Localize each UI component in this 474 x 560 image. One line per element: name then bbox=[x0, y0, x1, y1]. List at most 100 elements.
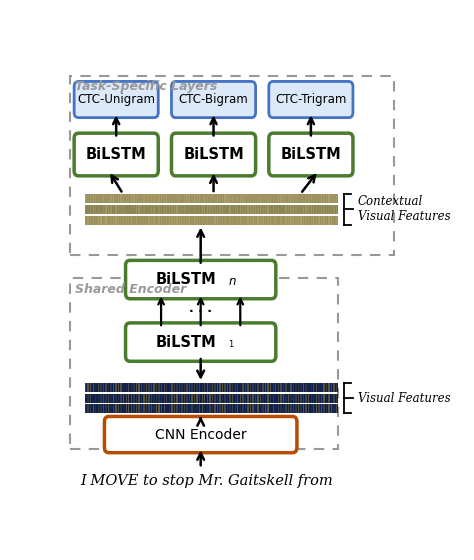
Bar bbox=[278, 394, 279, 403]
Bar bbox=[247, 216, 248, 225]
Bar bbox=[270, 383, 272, 392]
Bar bbox=[199, 383, 201, 392]
Bar bbox=[120, 383, 122, 392]
Bar bbox=[95, 216, 97, 225]
Bar bbox=[308, 404, 310, 413]
Bar bbox=[194, 404, 195, 413]
Text: CTC-Bigram: CTC-Bigram bbox=[179, 93, 248, 106]
Bar bbox=[232, 205, 233, 214]
Bar bbox=[141, 383, 142, 392]
Bar bbox=[310, 383, 312, 392]
Bar bbox=[103, 216, 104, 225]
Bar bbox=[328, 216, 330, 225]
Bar bbox=[303, 205, 304, 214]
Bar bbox=[280, 394, 282, 403]
Bar bbox=[212, 216, 213, 225]
Bar bbox=[227, 404, 228, 413]
Bar bbox=[229, 383, 231, 392]
Bar bbox=[217, 205, 218, 214]
Bar bbox=[156, 404, 157, 413]
Bar bbox=[138, 205, 139, 214]
Bar bbox=[260, 404, 261, 413]
Bar bbox=[197, 194, 198, 203]
Bar bbox=[255, 383, 256, 392]
Bar bbox=[199, 404, 201, 413]
Bar bbox=[290, 394, 292, 403]
Bar bbox=[229, 394, 231, 403]
Bar bbox=[161, 383, 163, 392]
Bar bbox=[158, 205, 160, 214]
Bar bbox=[184, 216, 185, 225]
Bar bbox=[88, 383, 89, 392]
Bar bbox=[154, 216, 155, 225]
Bar bbox=[95, 383, 97, 392]
Bar bbox=[303, 216, 304, 225]
Bar bbox=[252, 216, 254, 225]
Bar bbox=[194, 216, 195, 225]
Bar bbox=[308, 205, 310, 214]
Bar bbox=[242, 205, 244, 214]
Bar bbox=[123, 404, 124, 413]
Bar bbox=[313, 216, 314, 225]
Bar bbox=[336, 404, 337, 413]
Bar bbox=[318, 383, 319, 392]
Bar bbox=[88, 205, 89, 214]
Bar bbox=[217, 194, 218, 203]
Bar bbox=[194, 383, 195, 392]
Bar bbox=[171, 394, 173, 403]
Bar bbox=[156, 194, 157, 203]
Bar bbox=[131, 404, 132, 413]
Bar bbox=[295, 216, 297, 225]
Bar bbox=[247, 383, 248, 392]
Bar bbox=[161, 394, 163, 403]
Text: . . .: . . . bbox=[189, 302, 212, 315]
Bar bbox=[131, 194, 132, 203]
Bar bbox=[85, 383, 86, 392]
Bar bbox=[197, 394, 198, 403]
Bar bbox=[115, 404, 117, 413]
Bar bbox=[131, 216, 132, 225]
Bar bbox=[146, 216, 147, 225]
Bar bbox=[181, 216, 182, 225]
Bar bbox=[245, 216, 246, 225]
Bar bbox=[186, 205, 188, 214]
Bar bbox=[186, 194, 188, 203]
Bar bbox=[113, 216, 114, 225]
Bar bbox=[88, 394, 89, 403]
Bar bbox=[85, 404, 338, 413]
Bar bbox=[158, 383, 160, 392]
Bar bbox=[328, 394, 330, 403]
Bar bbox=[113, 383, 114, 392]
Bar bbox=[161, 216, 163, 225]
Bar bbox=[113, 404, 114, 413]
Bar bbox=[126, 394, 127, 403]
Bar bbox=[123, 194, 124, 203]
Bar bbox=[229, 205, 231, 214]
Bar bbox=[151, 404, 152, 413]
Bar bbox=[295, 383, 297, 392]
Bar bbox=[212, 383, 213, 392]
Bar bbox=[333, 404, 335, 413]
Bar bbox=[186, 216, 188, 225]
Bar bbox=[285, 383, 287, 392]
Bar bbox=[151, 383, 152, 392]
Bar bbox=[283, 394, 284, 403]
Bar bbox=[219, 194, 221, 203]
Bar bbox=[255, 205, 256, 214]
Bar bbox=[321, 404, 322, 413]
Bar bbox=[305, 383, 307, 392]
Bar bbox=[98, 205, 99, 214]
Bar bbox=[138, 383, 139, 392]
Bar bbox=[184, 194, 185, 203]
Bar bbox=[219, 205, 221, 214]
Bar bbox=[323, 216, 325, 225]
Bar bbox=[154, 394, 155, 403]
Bar bbox=[237, 383, 238, 392]
Bar bbox=[273, 194, 274, 203]
Bar bbox=[295, 205, 297, 214]
Text: CNN Encoder: CNN Encoder bbox=[155, 428, 246, 442]
Bar bbox=[293, 205, 294, 214]
Bar bbox=[115, 383, 117, 392]
Bar bbox=[209, 404, 210, 413]
Bar bbox=[288, 205, 289, 214]
